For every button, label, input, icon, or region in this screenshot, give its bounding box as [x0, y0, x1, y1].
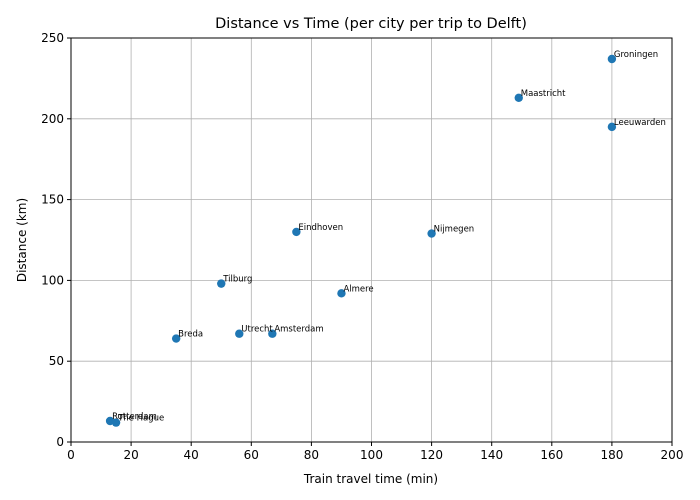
grid [70, 37, 673, 443]
x-tick-label: 160 [540, 448, 563, 462]
point-label: Almere [343, 284, 373, 294]
x-axis-label: Train travel time (min) [303, 472, 438, 486]
x-tick-label: 60 [244, 448, 259, 462]
point-label: Utrecht [241, 325, 273, 335]
y-axis-label: Distance (km) [15, 198, 29, 282]
data-point [607, 122, 617, 132]
x-tick-label: 20 [123, 448, 138, 462]
data-point [337, 289, 346, 298]
data-points [105, 54, 617, 427]
data-point [171, 334, 181, 343]
x-tick-label: 80 [304, 448, 319, 462]
data-point [427, 229, 436, 238]
point-label: Leeuwarden [614, 118, 666, 128]
x-tick-label: 180 [600, 448, 623, 462]
point-label: Maastricht [521, 89, 566, 99]
point-label: Nijmegen [434, 225, 475, 235]
data-point [217, 279, 226, 288]
data-point [235, 329, 244, 338]
x-tick-label: 140 [480, 448, 503, 462]
x-axis: 0 20 40 60 80 100 120 140 160 180 200 [67, 442, 683, 462]
x-tick-label: 200 [661, 448, 684, 462]
data-point [111, 418, 121, 427]
y-tick-label: 100 [41, 273, 64, 287]
data-point [268, 329, 277, 338]
data-point [292, 227, 301, 237]
y-tick-label: 250 [41, 31, 64, 45]
point-label: The Hague [117, 414, 164, 424]
data-point [514, 93, 523, 102]
point-label: Breda [178, 330, 203, 340]
y-tick-label: 0 [56, 435, 64, 449]
point-label: Tilburg [222, 275, 252, 285]
y-tick-label: 50 [49, 354, 64, 368]
y-axis: 0 50 100 150 200 250 [41, 31, 71, 449]
point-label: Amsterdam [274, 325, 323, 335]
x-tick-label: 0 [67, 448, 75, 462]
x-tick-label: 100 [360, 448, 383, 462]
chart-title: Distance vs Time (per city per trip to D… [215, 16, 527, 32]
x-tick-label: 40 [184, 448, 199, 462]
y-tick-label: 150 [41, 193, 64, 207]
point-label: Rotterdam [112, 412, 157, 422]
y-tick-label: 200 [41, 112, 64, 126]
point-label: Groningen [614, 50, 658, 60]
data-point [607, 54, 617, 64]
point-label: Eindhoven [298, 223, 343, 233]
x-tick-label: 120 [420, 448, 443, 462]
